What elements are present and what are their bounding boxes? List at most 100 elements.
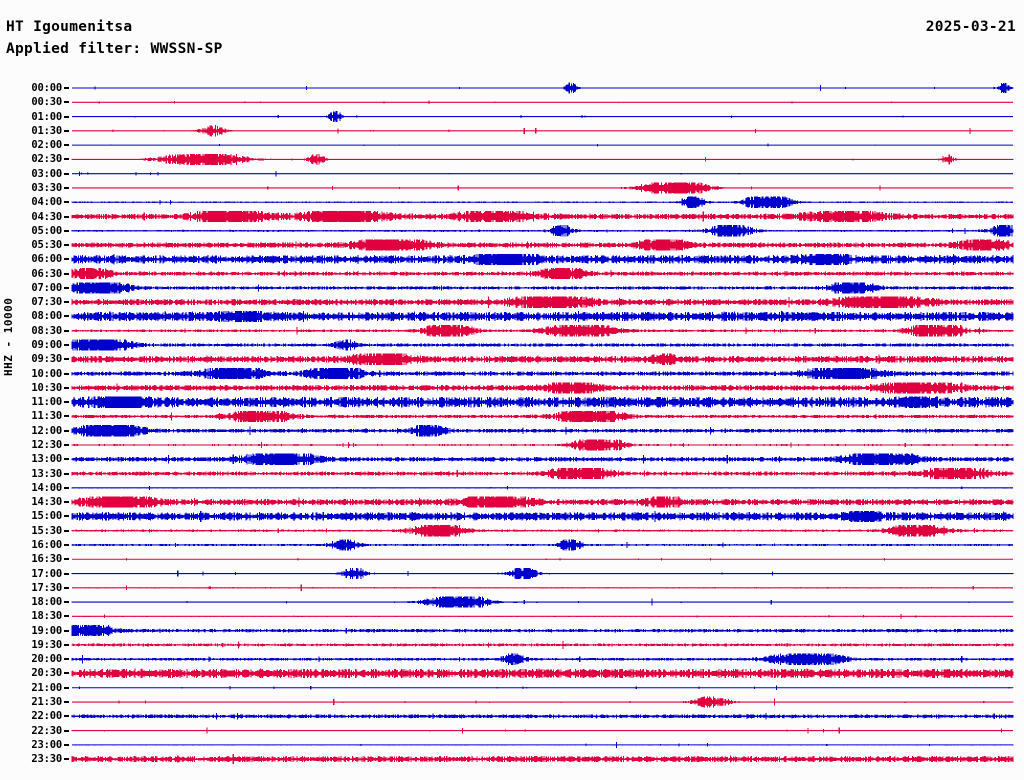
time-row-label: 21:30: [31, 696, 62, 709]
time-row-label: 22:00: [31, 710, 62, 723]
trace-row: [71, 727, 1013, 734]
trace-row: [71, 282, 1014, 294]
helicorder-plot: 00:00 00:30 01:00 01:30 02:00 02:30 03:00 03:30…: [0, 78, 1024, 778]
time-row-label: 10:30: [31, 381, 62, 394]
trace-waveform: [71, 625, 1014, 637]
row-tick-mark: [64, 301, 69, 304]
row-tick-mark: [64, 329, 69, 332]
trace-waveform: [71, 396, 1014, 408]
trace-row: [71, 353, 1014, 365]
time-row-label: 18:00: [31, 596, 62, 609]
trace-row: [72, 557, 1013, 561]
time-label-column: 00:00 00:30 01:00 01:30 02:00 02:30 03:00 03:30…: [0, 78, 69, 778]
trace-waveform: [78, 685, 1014, 691]
trace-waveform: [71, 727, 1013, 734]
trace-waveform: [71, 210, 1014, 223]
row-tick-mark: [64, 715, 69, 718]
trace-waveform: [71, 410, 1014, 422]
trace-row: [71, 268, 1014, 280]
trace-row: [71, 668, 1014, 679]
time-row-label: 15:00: [31, 510, 62, 523]
row-tick-mark: [64, 658, 69, 661]
row-tick-mark: [64, 572, 69, 575]
trace-row: [71, 641, 1014, 649]
trace-row: [71, 496, 1014, 508]
time-row-label: 10:00: [31, 367, 62, 380]
trace-row: [72, 100, 1013, 104]
time-row-label: 05:00: [31, 224, 62, 237]
trace-waveform: [71, 325, 1014, 337]
time-row-label: 20:00: [31, 653, 62, 666]
row-tick-mark: [64, 672, 69, 675]
trace-row: [71, 485, 1013, 490]
record-date: 2025-03-21: [925, 19, 1016, 35]
trace-waveform: [71, 510, 1014, 522]
time-row-label: 01:00: [31, 110, 62, 123]
time-row-label: 11:00: [31, 396, 62, 409]
row-tick-mark: [64, 486, 69, 489]
trace-waveform: [74, 182, 1014, 194]
row-tick-mark: [64, 315, 69, 318]
trace-row: [71, 510, 1014, 522]
row-tick-mark: [64, 458, 69, 461]
time-row-label: 12:30: [31, 439, 62, 451]
time-row-label: 08:00: [31, 310, 62, 323]
trace-waveform: [71, 668, 1014, 679]
trace-waveform: [71, 596, 1014, 608]
row-tick-mark: [64, 501, 69, 504]
row-tick-mark: [64, 129, 69, 132]
trace-waveform: [125, 557, 885, 561]
row-tick-mark: [64, 472, 69, 475]
trace-waveform: [71, 253, 1014, 265]
trace-waveform: [71, 468, 1014, 480]
time-row-label: 02:00: [31, 139, 62, 152]
row-tick-mark: [64, 529, 69, 532]
time-row-label: 23:00: [31, 738, 62, 751]
trace-row: [71, 153, 1014, 165]
trace-row: [71, 653, 1014, 665]
row-tick-mark: [64, 586, 69, 589]
row-tick-mark: [64, 743, 69, 746]
trace-row: [71, 453, 1014, 465]
trace-waveform: [112, 125, 973, 137]
row-tick-mark: [64, 758, 69, 761]
row-tick-mark: [64, 144, 69, 147]
trace-waveform: [72, 613, 1012, 619]
row-tick-mark: [64, 101, 69, 104]
time-row-label: 03:00: [31, 167, 62, 180]
time-row-label: 01:30: [31, 124, 62, 137]
trace-waveform: [71, 425, 1014, 437]
trace-waveform: [71, 567, 1014, 580]
station-title: HT Igoumenitsa: [6, 19, 133, 35]
trace-waveform: [94, 82, 1014, 94]
trace-waveform: [98, 100, 893, 104]
time-row-label: 21:00: [31, 681, 62, 694]
trace-row: [72, 143, 1013, 147]
trace-row: [71, 754, 1014, 765]
trace-waveform: [73, 584, 1013, 591]
time-row-label: 09:30: [31, 353, 62, 366]
applied-filter-label: Applied filter: WWSSN-SP: [6, 41, 223, 57]
time-row-label: 02:30: [31, 153, 62, 166]
trace-waveform: [71, 239, 1014, 251]
trace-waveform: [71, 310, 1014, 323]
trace-waveform: [134, 111, 991, 123]
time-row-label: 09:00: [31, 339, 62, 352]
trace-waveform: [71, 496, 1014, 508]
trace-waveform: [74, 742, 1014, 748]
trace-row: [71, 382, 1014, 394]
time-row-label: 07:00: [31, 281, 62, 294]
trace-row: [72, 125, 1013, 137]
row-tick-mark: [64, 629, 69, 632]
row-tick-mark: [64, 115, 69, 118]
row-tick-mark: [64, 701, 69, 704]
trace-row: [72, 685, 1014, 691]
time-row-label: 06:30: [31, 267, 62, 280]
row-tick-mark: [64, 729, 69, 732]
row-tick-mark: [64, 643, 69, 646]
time-row-label: 07:30: [31, 296, 62, 309]
trace-waveform: [71, 282, 1014, 294]
time-row-label: 18:30: [31, 610, 62, 623]
time-row-label: 19:30: [31, 638, 62, 651]
trace-row: [71, 239, 1014, 251]
